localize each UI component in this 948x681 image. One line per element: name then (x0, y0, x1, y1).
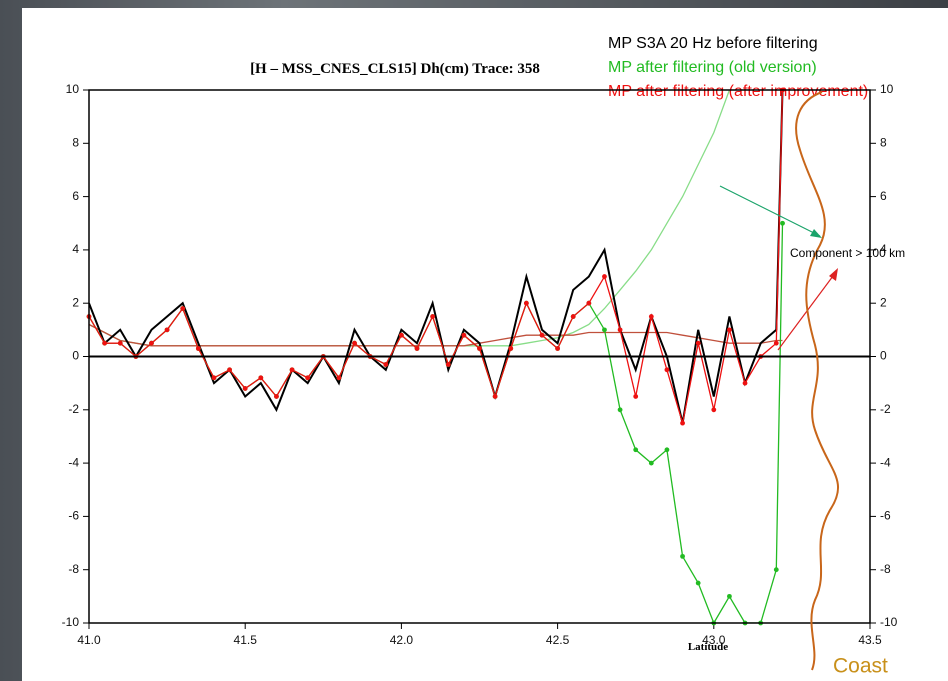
page: [H – MSS_CNES_CLS15] Dh(cm) Trace: 358 L… (0, 0, 948, 681)
x-tick-label: 43.0 (702, 633, 726, 647)
annotation: Coast (833, 655, 888, 678)
point (602, 327, 607, 332)
point (696, 341, 701, 346)
y-tick-label: -4 (68, 455, 79, 469)
y-tick-label: -10 (62, 615, 80, 629)
point (711, 407, 716, 412)
point (337, 375, 342, 380)
x-tick-label: 41.0 (77, 633, 101, 647)
y2-tick-label: 2 (880, 295, 887, 309)
x-tick-label: 42.0 (390, 633, 414, 647)
point (649, 461, 654, 466)
annotation: Component > 100 km (790, 246, 905, 260)
point (780, 221, 785, 226)
point (618, 407, 623, 412)
y-tick-label: 2 (72, 295, 79, 309)
y2-tick-label: 6 (880, 189, 887, 203)
point (165, 327, 170, 332)
point (633, 394, 638, 399)
y-tick-label: 10 (66, 82, 80, 96)
y2-tick-label: 0 (880, 349, 887, 363)
y2-tick-label: -8 (880, 562, 891, 576)
point (665, 447, 670, 452)
y2-tick-label: 10 (880, 82, 894, 96)
point (180, 306, 185, 311)
y-tick-label: 8 (72, 135, 79, 149)
point (571, 314, 576, 319)
x-tick-label: 41.5 (234, 633, 258, 647)
point (399, 333, 404, 338)
point (446, 362, 451, 367)
point (212, 375, 217, 380)
point (493, 394, 498, 399)
point (508, 346, 513, 351)
point (602, 274, 607, 279)
point (305, 375, 310, 380)
point (774, 567, 779, 572)
point (680, 421, 685, 426)
point (274, 394, 279, 399)
point (727, 327, 732, 332)
point (118, 341, 123, 346)
point (352, 341, 357, 346)
point (258, 375, 263, 380)
y-tick-label: 0 (72, 349, 79, 363)
point (727, 594, 732, 599)
legend-label: MP S3A 20 Hz before filtering (608, 35, 818, 52)
legend-label: MP after filtering (after improvement) (608, 83, 868, 100)
point (430, 314, 435, 319)
point (555, 346, 560, 351)
point (196, 346, 201, 351)
y2-tick-label: -4 (880, 455, 891, 469)
point (290, 367, 295, 372)
point (415, 346, 420, 351)
point (227, 367, 232, 372)
chart-title: [H – MSS_CNES_CLS15] Dh(cm) Trace: 358 (250, 61, 540, 77)
y-tick-label: -8 (68, 562, 79, 576)
y-tick-label: -6 (68, 509, 79, 523)
point (383, 362, 388, 367)
y-tick-label: 6 (72, 189, 79, 203)
point (524, 301, 529, 306)
point (665, 367, 670, 372)
point (243, 386, 248, 391)
y2-tick-label: 8 (880, 135, 887, 149)
legend-label: MP after filtering (old version) (608, 59, 817, 76)
point (680, 554, 685, 559)
y2-tick-label: -10 (880, 615, 898, 629)
y-tick-label: -2 (68, 402, 79, 416)
point (633, 447, 638, 452)
point (774, 341, 779, 346)
point (618, 327, 623, 332)
panel (22, 8, 948, 681)
point (540, 333, 545, 338)
x-tick-label: 43.5 (858, 633, 882, 647)
chart: [H – MSS_CNES_CLS15] Dh(cm) Trace: 358 L… (0, 0, 948, 681)
point (461, 333, 466, 338)
point (102, 341, 107, 346)
x-tick-label: 42.5 (546, 633, 570, 647)
point (649, 314, 654, 319)
point (477, 346, 482, 351)
point (149, 341, 154, 346)
point (696, 581, 701, 586)
y2-tick-label: -2 (880, 402, 891, 416)
point (586, 301, 591, 306)
y2-tick-label: -6 (880, 509, 891, 523)
y-tick-label: 4 (72, 242, 79, 256)
point (743, 381, 748, 386)
